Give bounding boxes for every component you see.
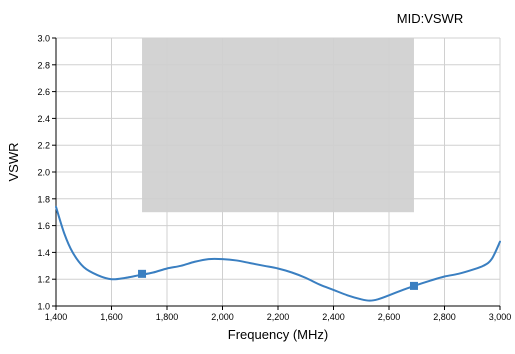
x-tick-label: 2,400 xyxy=(322,312,345,322)
x-tick-label: 3,000 xyxy=(489,312,512,322)
y-tick-label: 1.4 xyxy=(37,248,50,258)
x-tick-label: 2,600 xyxy=(378,312,401,322)
series-marker xyxy=(138,269,147,278)
y-tick-label: 2.6 xyxy=(37,87,50,97)
x-tick-label: 2,200 xyxy=(267,312,290,322)
x-tick-label: 1,400 xyxy=(45,312,68,322)
x-tick-label: 2,800 xyxy=(433,312,456,322)
series-marker xyxy=(409,281,418,290)
y-tick-label: 2.0 xyxy=(37,168,50,178)
y-tick-label: 1.2 xyxy=(37,275,50,285)
plot-area: 1.0 1.2 1.4 1.6 1.8 2.0 2.2 2.4 2.6 2.8 3.0 1,400 1,… xyxy=(37,34,511,323)
y-tick-label: 2.4 xyxy=(37,114,50,124)
y-tick-label: 2.8 xyxy=(37,60,50,70)
y-tick-label: 1.0 xyxy=(37,302,50,312)
y-tick-label: 1.8 xyxy=(37,194,50,204)
y-axis-label: VSWR xyxy=(6,143,21,182)
series-line xyxy=(55,205,501,302)
y-tick-label: 3.0 xyxy=(37,34,50,44)
x-tick-label: 1,600 xyxy=(100,312,123,322)
chart-title: MID:VSWR xyxy=(397,11,463,26)
x-tick-label: 2,000 xyxy=(211,312,234,322)
y-tick-label: 2.2 xyxy=(37,141,50,151)
x-tick-label: 1,800 xyxy=(156,312,179,322)
y-tick-label: 1.6 xyxy=(37,221,50,231)
x-axis-label: Frequency (MHz) xyxy=(228,327,328,342)
